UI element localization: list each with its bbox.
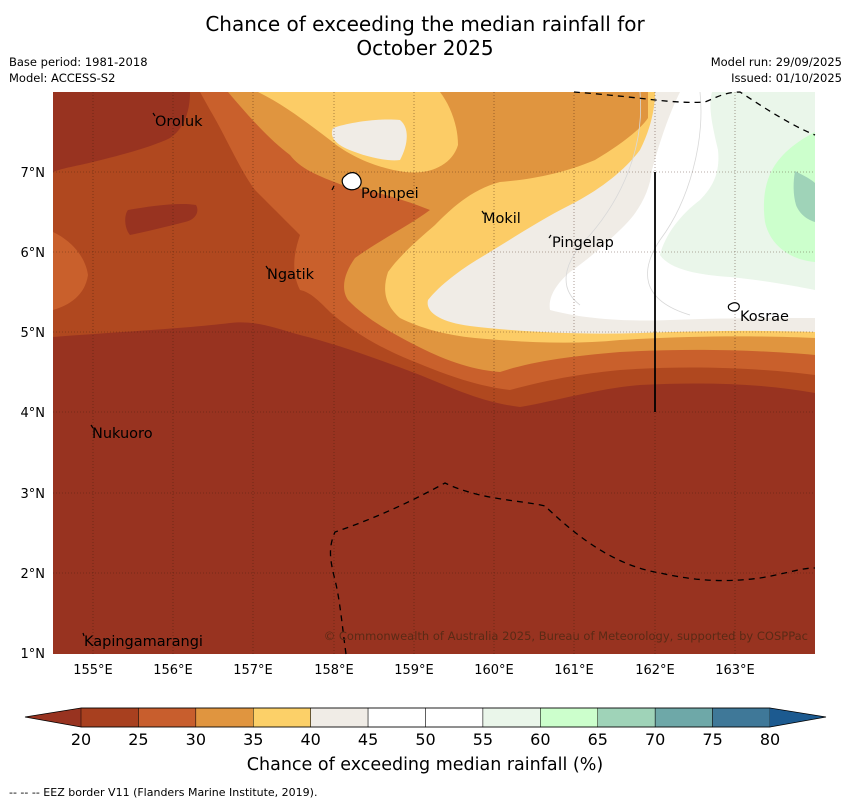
ngatik-mark bbox=[265, 265, 269, 270]
lat-label: 2°N bbox=[21, 567, 46, 582]
colorbar-segment bbox=[253, 707, 311, 728]
colorbar-tick-label: 50 bbox=[415, 730, 435, 749]
colorbar-under-arrow bbox=[25, 708, 81, 727]
nukuoro-mark bbox=[90, 424, 94, 429]
meta-left: Base period: 1981-2018 Model: ACCESS-S2 bbox=[9, 54, 148, 86]
model-name: Model: ACCESS-S2 bbox=[9, 71, 116, 85]
colorbar-tick-label: 80 bbox=[760, 730, 780, 749]
footnote-eez: -- -- -- EEZ border V11 (Flanders Marine… bbox=[9, 786, 318, 799]
island-outlines bbox=[82, 112, 740, 637]
place-kosrae: Kosrae bbox=[740, 309, 789, 325]
pingelap-mark bbox=[548, 234, 552, 239]
lon-label: 156°E bbox=[153, 663, 193, 678]
colorbar-segment bbox=[654, 707, 713, 728]
colorbar-segment bbox=[597, 707, 656, 728]
lon-label: 159°E bbox=[394, 663, 434, 678]
lat-label: 3°N bbox=[21, 487, 46, 502]
lon-label: 157°E bbox=[233, 663, 273, 678]
lon-label: 158°E bbox=[314, 663, 354, 678]
colorbar-tick-label: 40 bbox=[300, 730, 320, 749]
colorbar: 20 25 30 35 40 45 50 55 60 65 70 75 80 bbox=[24, 707, 827, 749]
oroluk-mark bbox=[152, 112, 156, 117]
colorbar-tick-label: 65 bbox=[588, 730, 608, 749]
rainfall-contours bbox=[53, 92, 815, 654]
eez-borders bbox=[329, 91, 816, 655]
lat-label: 5°N bbox=[21, 326, 46, 341]
place-oroluk: Oroluk bbox=[155, 114, 203, 130]
place-mokil: Mokil bbox=[483, 211, 521, 227]
colorbar-tick-label: 75 bbox=[702, 730, 722, 749]
colorbar-segment bbox=[310, 707, 369, 728]
colorbar-tick-label: 20 bbox=[71, 730, 91, 749]
mokil-mark bbox=[481, 210, 485, 215]
band-60-65 bbox=[763, 132, 815, 262]
colorbar-segment bbox=[138, 707, 197, 728]
band-45-50-pohnpei bbox=[331, 119, 407, 161]
colorbar-tick-label: 55 bbox=[473, 730, 493, 749]
colorbar-segment bbox=[425, 707, 484, 728]
lat-label: 1°N bbox=[21, 647, 46, 662]
model-run: Model run: 29/09/2025 bbox=[710, 55, 842, 69]
place-pingelap: Pingelap bbox=[552, 235, 614, 251]
lon-label: 162°E bbox=[635, 663, 675, 678]
lon-label: 155°E bbox=[73, 663, 113, 678]
colorbar-segment bbox=[195, 707, 254, 728]
colorbar-segment bbox=[540, 707, 598, 728]
colorbar-tick-label: 25 bbox=[128, 730, 148, 749]
base-period: Base period: 1981-2018 bbox=[9, 55, 148, 69]
place-pohnpei: Pohnpei bbox=[361, 186, 419, 202]
band-dark-blob bbox=[125, 203, 198, 235]
lat-axis-labels: 7°N 6°N 5°N 4°N 3°N 2°N 1°N bbox=[21, 166, 46, 662]
band-65-70 bbox=[793, 171, 815, 222]
pohnpei-island bbox=[341, 172, 362, 191]
kosrae-island bbox=[727, 302, 740, 312]
kapinga-mark bbox=[82, 632, 85, 637]
band-dark-oroluk bbox=[53, 92, 190, 172]
lat-label: 4°N bbox=[21, 406, 46, 421]
lat-label: 7°N bbox=[21, 166, 46, 181]
colorbar-ticks: 20 25 30 35 40 45 50 55 60 65 70 75 80 bbox=[71, 730, 780, 749]
colorbar-tick-label: 30 bbox=[186, 730, 206, 749]
colorbar-tick-label: 35 bbox=[243, 730, 263, 749]
pohnpei-tick bbox=[331, 185, 335, 191]
lon-label: 163°E bbox=[715, 663, 755, 678]
colorbar-segment bbox=[367, 707, 426, 728]
lon-label: 161°E bbox=[554, 663, 594, 678]
colorbar-over-arrow bbox=[770, 708, 826, 727]
colorbar-tick-label: 70 bbox=[645, 730, 665, 749]
place-kapingamarangi: Kapingamarangi bbox=[84, 634, 203, 650]
lon-axis-labels: 155°E 156°E 157°E 158°E 159°E 160°E 161°… bbox=[73, 663, 755, 678]
issued-date: Issued: 01/10/2025 bbox=[731, 71, 842, 85]
meta-right: Model run: 29/09/2025 Issued: 01/10/2025 bbox=[711, 54, 842, 86]
colorbar-tick-label: 60 bbox=[530, 730, 550, 749]
lat-label: 6°N bbox=[21, 246, 46, 261]
colorbar-title: Chance of exceeding median rainfall (%) bbox=[246, 755, 604, 775]
colorbar-segment bbox=[482, 707, 541, 728]
colorbar-segment bbox=[712, 707, 771, 728]
copyright-text: © Commonwealth of Australia 2025, Bureau… bbox=[324, 629, 808, 643]
place-ngatik: Ngatik bbox=[267, 267, 315, 283]
colorbar-segments bbox=[80, 707, 771, 728]
map-title: Chance of exceeding the median rainfall … bbox=[0, 12, 850, 60]
band-30-35-west bbox=[53, 232, 88, 310]
lon-label: 160°E bbox=[474, 663, 514, 678]
place-nukuoro: Nukuoro bbox=[92, 426, 153, 442]
colorbar-segment bbox=[80, 707, 139, 728]
title-line-2: October 2025 bbox=[356, 36, 494, 60]
colorbar-tick-label: 45 bbox=[358, 730, 378, 749]
title-line-1: Chance of exceeding the median rainfall … bbox=[205, 12, 645, 36]
